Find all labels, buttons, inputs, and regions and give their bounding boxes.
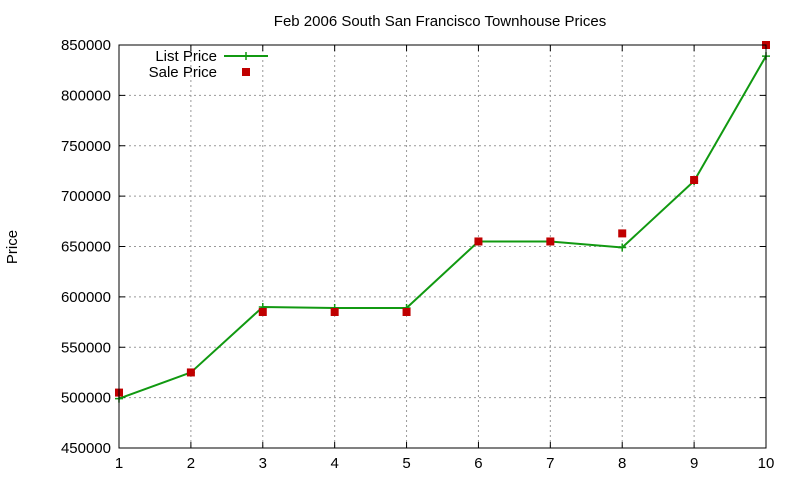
list-price-line <box>118 55 767 400</box>
legend-label: Sale Price <box>149 64 217 81</box>
y-tick-label: 450000 <box>61 440 111 457</box>
x-tick-label: 10 <box>758 455 775 472</box>
tick-labels: 1 2 3 4 5 6 7 8 9 10 450000 500000 550000 600000 65000… <box>61 37 774 472</box>
sale-price-point <box>690 176 699 185</box>
sale-price-point <box>402 307 411 316</box>
sale-price-point <box>546 237 555 246</box>
x-tick-label: 4 <box>330 455 338 472</box>
y-tick-label: 650000 <box>61 239 111 256</box>
legend-label: List Price <box>155 48 217 65</box>
sale-price-point <box>330 307 339 316</box>
list-price-point <box>618 243 627 252</box>
y-axis-label: Price <box>4 230 21 264</box>
y-tick-label: 600000 <box>61 289 111 306</box>
series-layer <box>115 41 770 403</box>
x-tick-label: 9 <box>690 455 698 472</box>
sale-price-point <box>258 307 267 316</box>
x-tick-label: 2 <box>187 455 195 472</box>
y-tick-label: 550000 <box>61 339 111 356</box>
chart-title: Feb 2006 South San Francisco Townhouse P… <box>274 13 606 30</box>
y-tick-label: 850000 <box>61 37 111 54</box>
y-tick-label: 500000 <box>61 390 111 407</box>
y-tick-label: 700000 <box>61 188 111 205</box>
x-tick-label: 7 <box>546 455 554 472</box>
y-tick-label: 750000 <box>61 138 111 155</box>
sale-price-point <box>618 229 627 238</box>
x-tick-label: 6 <box>474 455 482 472</box>
grid <box>119 45 766 448</box>
legend-marker-list-price <box>242 52 250 60</box>
sale-price-point <box>186 368 195 377</box>
x-tick-label: 1 <box>115 455 123 472</box>
x-tick-label: 5 <box>402 455 410 472</box>
x-tick-label: 3 <box>259 455 267 472</box>
legend-swatch-sale-price <box>242 68 250 76</box>
plot-frame <box>118 44 767 449</box>
x-tick-label: 8 <box>618 455 626 472</box>
sale-price-point <box>474 237 483 246</box>
y-tick-label: 800000 <box>61 87 111 104</box>
